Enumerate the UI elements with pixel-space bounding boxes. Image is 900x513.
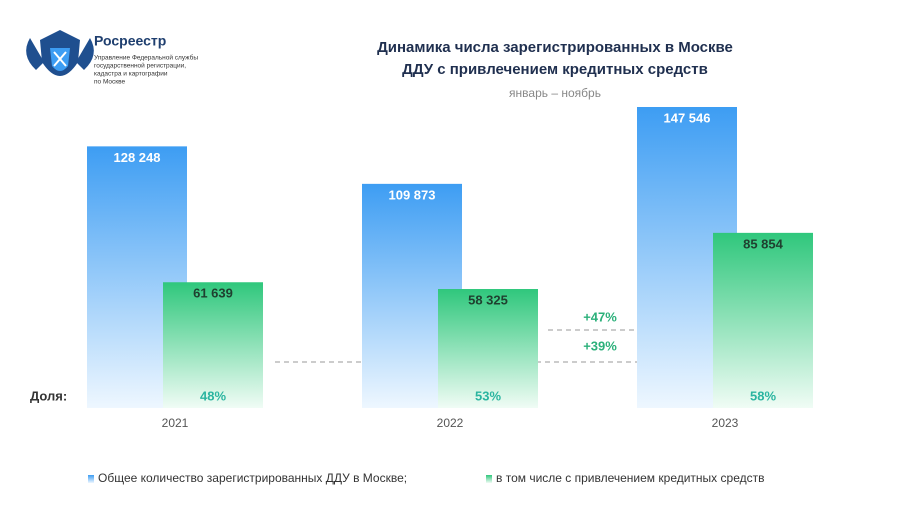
logo-line: кадастра и картографии: [94, 71, 168, 78]
logo-line: по Москве: [94, 79, 126, 86]
value-label: 85 854: [743, 236, 784, 251]
value-label: 128 248: [114, 150, 161, 165]
chart-subtitle: январь – ноябрь: [509, 86, 601, 100]
value-label: 109 873: [389, 187, 436, 202]
logo-line: государственной регистрации,: [94, 62, 186, 70]
value-label: 147 546: [664, 110, 711, 125]
annotation: +47%: [583, 309, 617, 324]
annotation: +39%: [583, 338, 617, 353]
share-label: 48%: [200, 388, 226, 403]
logo-line: Управление Федеральной службы: [94, 54, 198, 62]
bar: [163, 282, 263, 408]
legend-label: в том числе с привлечением кредитных сре…: [496, 471, 764, 485]
legend-marker: [486, 475, 492, 483]
share-label: 53%: [475, 388, 501, 403]
x-tick-label: 2022: [437, 416, 464, 430]
bar: [438, 289, 538, 408]
x-tick-label: 2023: [712, 416, 739, 430]
value-label: 58 325: [468, 292, 508, 307]
logo-emblem: [26, 30, 94, 76]
value-label: 61 639: [193, 286, 233, 301]
legend-marker: [88, 475, 94, 483]
chart-title: ДДУ с привлечением кредитных средств: [402, 61, 708, 78]
share-title: Доля:: [30, 388, 67, 403]
chart-title: Динамика числа зарегистрированных в Моск…: [377, 39, 733, 56]
share-label: 58%: [750, 388, 776, 403]
bar: [713, 232, 813, 408]
legend-label: Общее количество зарегистрированных ДДУ …: [98, 471, 407, 485]
x-tick-label: 2021: [162, 416, 189, 430]
logo-name: Росреестр: [94, 33, 166, 49]
